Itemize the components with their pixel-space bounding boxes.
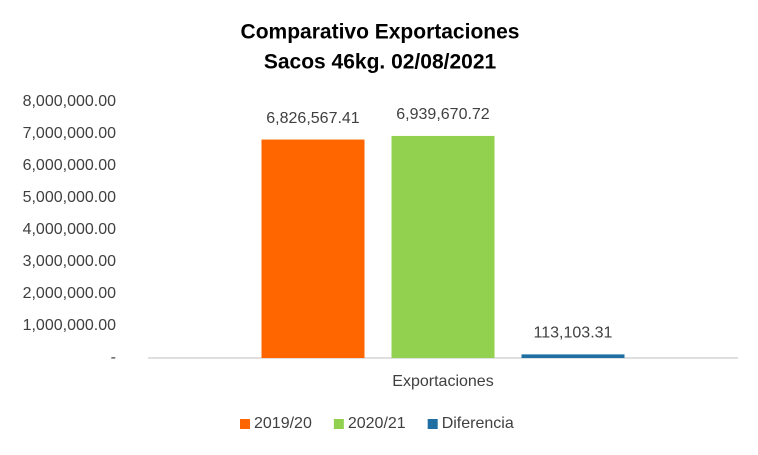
chart-subtitle: Sacos 46kg. 02/08/2021: [264, 51, 497, 74]
value-label: 6,826,567.41: [266, 110, 360, 127]
y-tick-label: -: [111, 349, 116, 366]
legend-swatch: [333, 419, 344, 429]
y-tick-label: 7,000,000.00: [23, 125, 117, 142]
bar: [521, 354, 625, 358]
legend-swatch: [240, 419, 250, 429]
y-tick-label: 1,000,000.00: [23, 317, 117, 334]
y-tick-label: 6,000,000.00: [23, 157, 117, 174]
legend-swatch: [427, 419, 438, 429]
legend-label: 2019/20: [254, 415, 312, 432]
value-label: 113,103.31: [534, 325, 613, 342]
value-label: 6,939,670.72: [396, 106, 490, 123]
bar: [391, 135, 495, 358]
legend-label: 2020/21: [348, 415, 406, 432]
bar: [261, 139, 365, 358]
y-tick-label: 5,000,000.00: [23, 189, 117, 206]
chart-title: Comparativo Exportaciones: [241, 21, 520, 44]
y-tick-label: 8,000,000.00: [23, 93, 117, 110]
legend-label: Diferencia: [442, 415, 514, 432]
x-tick-label: Exportaciones: [392, 373, 493, 390]
y-tick-label: 2,000,000.00: [23, 285, 117, 302]
y-tick-label: 3,000,000.00: [23, 253, 117, 270]
y-tick-label: 4,000,000.00: [23, 221, 117, 238]
